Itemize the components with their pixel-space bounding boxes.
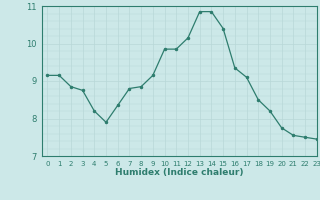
X-axis label: Humidex (Indice chaleur): Humidex (Indice chaleur)	[115, 168, 244, 177]
